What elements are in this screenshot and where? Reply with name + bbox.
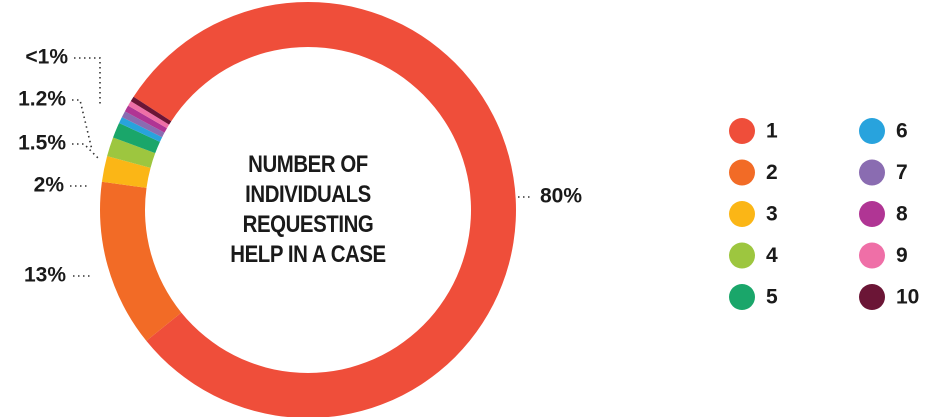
value-label: 2% [34,174,65,197]
legend-label: 6 [896,120,908,143]
value-label: 13% [24,264,66,287]
legend-label: 7 [896,161,908,184]
leader-line [72,99,93,151]
donut-segment [119,117,163,142]
legend-swatch [729,118,755,144]
value-label: 1.5% [18,132,66,155]
value-label: 1.2% [18,88,66,111]
value-label: <1% [25,46,68,69]
donut-segment [121,111,165,138]
value-label: 80% [540,185,582,208]
legend-swatch [729,201,755,227]
legend-swatch [859,201,885,227]
legend-swatch [859,159,885,186]
donut-segment [130,96,172,125]
legend-swatch [859,242,885,269]
donut-segment [99,181,182,341]
legend-label: 9 [896,244,908,267]
donut-segment [124,105,168,133]
legend-label: 4 [766,244,778,267]
legend-label: 3 [766,203,778,226]
donut-segment [101,156,151,188]
legend-label: 2 [766,161,778,184]
legend-label: 5 [766,286,778,309]
legend-swatch [859,118,885,144]
center-title-box: NUMBER OF INDIVIDUALS REQUESTING HELP IN… [230,151,386,268]
leader-line [72,143,99,159]
legend-swatch [859,284,885,310]
legend-swatch [729,159,755,186]
leader-line [74,57,101,105]
donut-segment [128,101,170,129]
legend-label: 10 [896,286,919,309]
legend-label: 8 [896,203,908,226]
donut-segment [107,137,156,168]
legend-swatch [729,242,755,269]
legend-swatch [729,284,755,310]
legend-label: 1 [766,120,778,143]
chart-title: NUMBER OF INDIVIDUALS REQUESTING HELP IN… [230,151,386,268]
donut-segment [113,123,160,154]
